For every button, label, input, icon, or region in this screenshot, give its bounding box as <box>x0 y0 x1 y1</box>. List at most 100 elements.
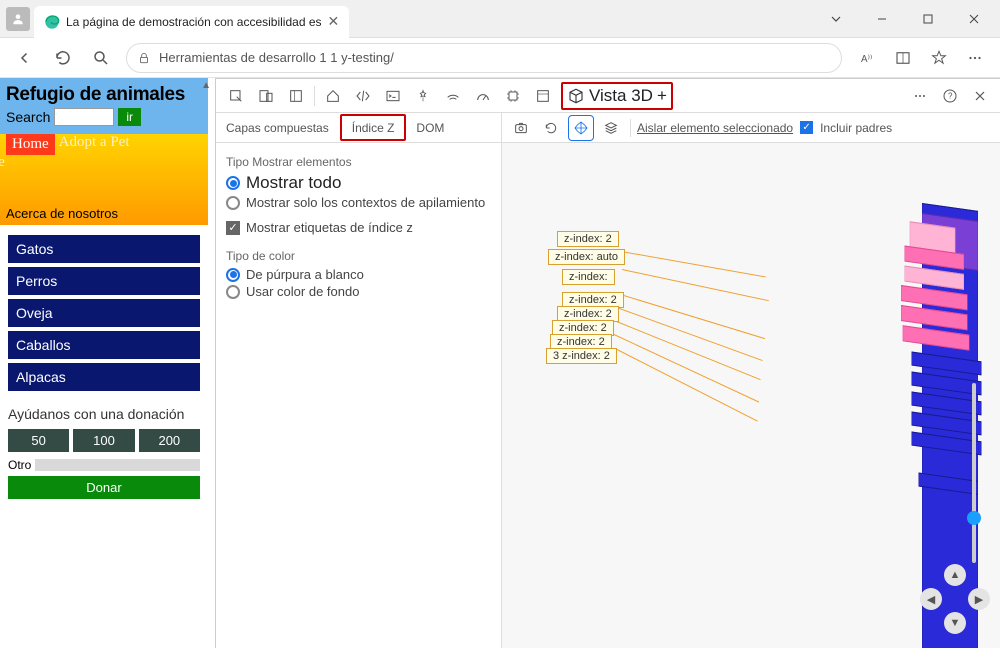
donate-amount-button[interactable]: 50 <box>8 429 69 452</box>
list-item[interactable]: Alpacas <box>8 363 200 391</box>
nav-donate[interactable]: Donate <box>0 154 7 175</box>
z-label: z-index: auto <box>548 249 625 265</box>
plus-icon[interactable]: + <box>657 86 667 106</box>
reader-icon[interactable] <box>886 41 920 75</box>
3d-viewport[interactable]: Aislar elemento seleccionado ✓ Incluir p… <box>502 113 1000 648</box>
pan-icon[interactable] <box>568 115 594 141</box>
more-tools-icon[interactable] <box>906 82 934 110</box>
console-icon[interactable] <box>379 82 407 110</box>
svg-text:A⁾⁾: A⁾⁾ <box>861 53 872 64</box>
inspect-icon[interactable] <box>222 82 250 110</box>
list-item[interactable]: Gatos <box>8 235 200 263</box>
radio-purple-white[interactable] <box>226 268 240 282</box>
go-button[interactable]: ir <box>118 108 141 126</box>
layers-icon[interactable] <box>598 115 624 141</box>
purple-white-label: De púrpura a blanco <box>246 267 364 282</box>
search-input[interactable] <box>54 108 114 126</box>
show-labels-label: Mostrar etiquetas de índice z <box>246 220 413 235</box>
performance-icon[interactable] <box>469 82 497 110</box>
search-icon[interactable] <box>84 41 118 75</box>
svg-text:?: ? <box>948 91 953 100</box>
zindex-panel: Capas compuestas Índice Z DOM Tipo Mostr… <box>216 113 502 648</box>
search-label: Search <box>6 109 50 125</box>
otro-label: Otro <box>8 458 31 472</box>
tab-capas[interactable]: Capas compuestas <box>216 113 340 142</box>
dpad-up[interactable]: ▲ <box>944 564 966 586</box>
include-parents-label: Incluir padres <box>820 121 892 135</box>
z-label: z-index: <box>562 269 615 285</box>
refresh-icon[interactable] <box>46 41 80 75</box>
radio-use-bg[interactable] <box>226 285 240 299</box>
page-title: Refugio de animales <box>6 84 202 106</box>
radio-show-stack[interactable] <box>226 196 240 210</box>
donate-amount-button[interactable]: 200 <box>139 429 200 452</box>
read-aloud-icon[interactable]: A⁾⁾ <box>850 41 884 75</box>
tab-title: La página de demostración con accesibili… <box>66 15 322 29</box>
nav-adopt[interactable]: Adopt a Pet <box>57 134 132 155</box>
species-list: Gatos Perros Oveja Caballos Alpacas <box>0 225 208 391</box>
reload-icon[interactable] <box>538 115 564 141</box>
device-icon[interactable] <box>252 82 280 110</box>
zoom-slider[interactable] <box>972 383 976 563</box>
cube-icon <box>567 87 585 105</box>
use-bg-label: Usar color de fondo <box>246 284 359 299</box>
donate-heading: Ayúdanos con una donación <box>8 405 200 423</box>
donate-amount-button[interactable]: 100 <box>73 429 134 452</box>
help-icon[interactable]: ? <box>936 82 964 110</box>
url-text: Herramientas de desarrollo 1 1 y-testing… <box>159 50 394 65</box>
list-item[interactable]: Perros <box>8 267 200 295</box>
application-icon[interactable] <box>529 82 557 110</box>
close-devtools-icon[interactable] <box>966 82 994 110</box>
browser-tab[interactable]: La página de demostración con accesibili… <box>34 6 349 38</box>
z-label: z-index: 2 <box>557 231 619 247</box>
tab-indicez[interactable]: Índice Z <box>340 114 407 141</box>
isolate-button[interactable]: Aislar elemento seleccionado <box>637 121 793 135</box>
tab-dom[interactable]: DOM <box>406 113 455 142</box>
window-dropdown-icon[interactable] <box>814 4 858 34</box>
window-titlebar: La página de demostración con accesibili… <box>0 0 1000 38</box>
favorite-icon[interactable] <box>922 41 956 75</box>
network-icon[interactable] <box>439 82 467 110</box>
back-icon[interactable] <box>8 41 42 75</box>
3d-scene[interactable]: z-index: 2 z-index: auto z-index: z-inde… <box>502 143 1000 648</box>
more-icon[interactable] <box>958 41 992 75</box>
lock-icon <box>137 51 151 65</box>
minimize-icon[interactable] <box>860 4 904 34</box>
memory-icon[interactable] <box>499 82 527 110</box>
dpad: ▲ ▼ ◀ ▶ <box>920 564 990 634</box>
welcome-icon[interactable] <box>319 82 347 110</box>
maximize-icon[interactable] <box>906 4 950 34</box>
dpad-right[interactable]: ▶ <box>968 588 990 610</box>
sources-icon[interactable] <box>409 82 437 110</box>
otro-input[interactable] <box>35 459 200 471</box>
nav-about[interactable]: Acerca de nosotros <box>6 206 202 221</box>
page-viewport: ▲ Refugio de animales Search ir Home Ado… <box>0 78 216 648</box>
devtools-tabbar: Vista 3D + ? <box>216 79 1000 113</box>
z-label: 3 z-index: 2 <box>546 348 617 364</box>
color-type-header: Tipo de color <box>226 249 493 263</box>
checkbox-show-labels[interactable]: ✓ <box>226 221 240 235</box>
dpad-down[interactable]: ▼ <box>944 612 966 634</box>
list-item[interactable]: Caballos <box>8 331 200 359</box>
edge-icon <box>44 14 60 30</box>
profile-avatar[interactable] <box>6 7 30 31</box>
tab-close-icon[interactable]: ✕ <box>328 13 340 30</box>
panel-icon[interactable] <box>282 82 310 110</box>
close-icon[interactable] <box>952 4 996 34</box>
vista-3d-tab[interactable]: Vista 3D + <box>561 82 673 110</box>
dpad-left[interactable]: ◀ <box>920 588 942 610</box>
show-stack-label: Mostrar solo los contextos de apilamient… <box>246 195 485 210</box>
donar-button[interactable]: Donar <box>8 476 200 499</box>
vista-3d-label: Vista 3D <box>589 86 653 106</box>
radio-show-all[interactable] <box>226 176 240 190</box>
show-all-label: Mostrar todo <box>246 173 341 193</box>
include-parents-checkbox[interactable]: ✓ <box>800 121 813 134</box>
list-item[interactable]: Oveja <box>8 299 200 327</box>
scroll-up-icon[interactable]: ▲ <box>201 80 211 91</box>
show-type-header: Tipo Mostrar elementos <box>226 155 493 169</box>
screenshot-icon[interactable] <box>508 115 534 141</box>
nav-home[interactable]: Home <box>6 134 55 155</box>
url-field[interactable]: Herramientas de desarrollo 1 1 y-testing… <box>126 43 842 73</box>
devtools: Vista 3D + ? Capas compuestas Índice Z D… <box>216 78 1000 648</box>
elements-icon[interactable] <box>349 82 377 110</box>
